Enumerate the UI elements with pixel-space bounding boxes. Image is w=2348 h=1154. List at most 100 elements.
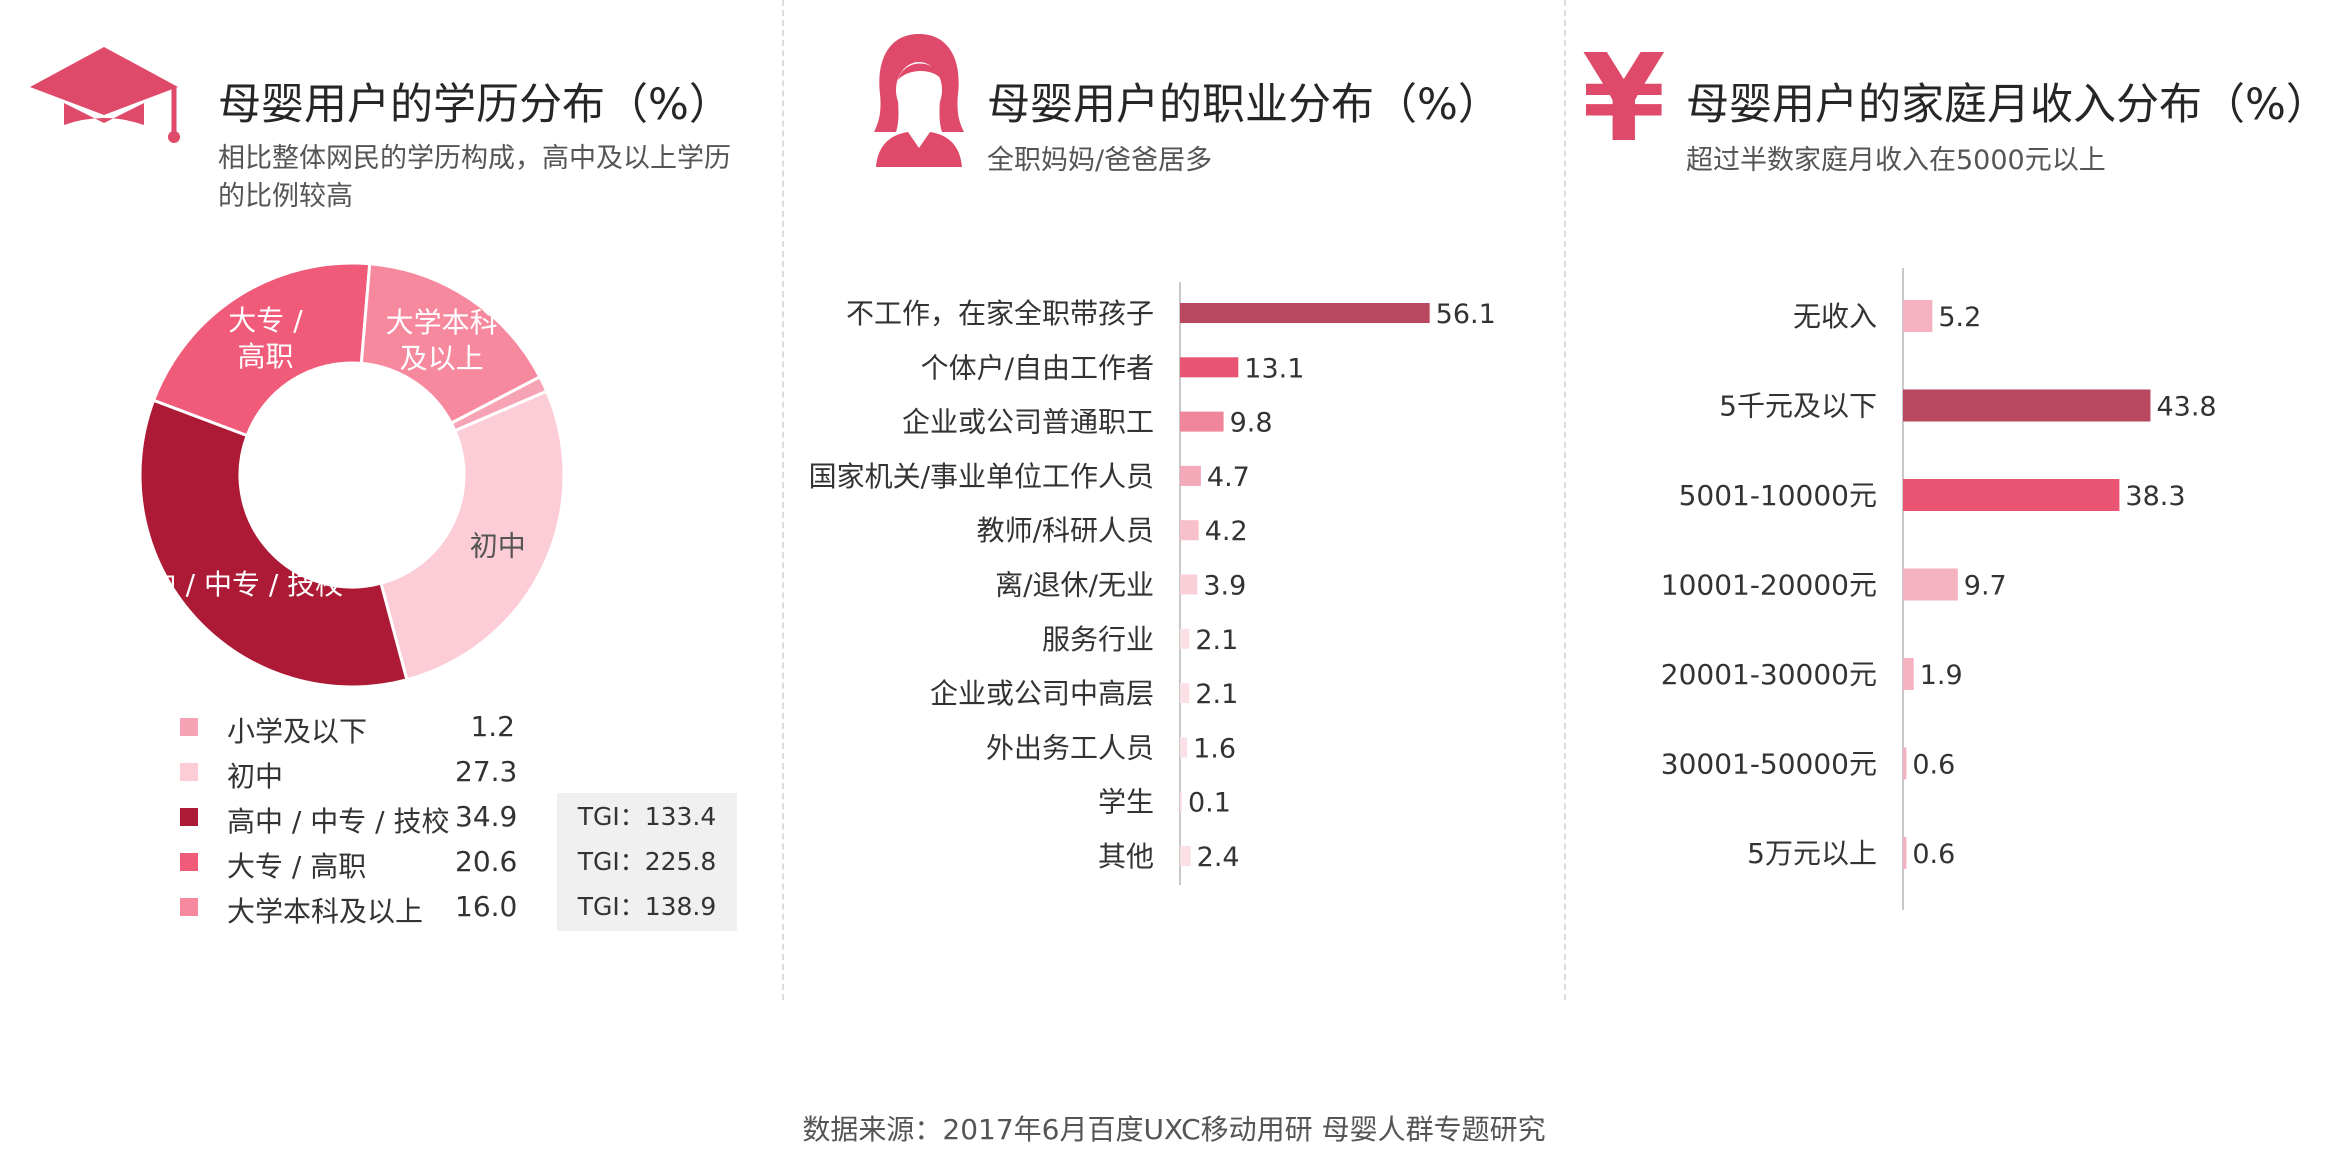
bar-value-label: 5.2 bbox=[1938, 302, 1981, 333]
occupation-title: 母婴用户的职业分布（%） bbox=[987, 80, 1501, 130]
income-subtitle: 超过半数家庭月收入在5000元以上 bbox=[1686, 145, 2106, 176]
donut-slice-label: 大学本科 bbox=[386, 306, 498, 339]
woman-avatar-icon bbox=[874, 34, 964, 167]
tgi-badge: TGI：138.9 bbox=[557, 883, 737, 931]
bar-category-label: 外出务工人员 bbox=[986, 731, 1154, 764]
bar bbox=[1180, 737, 1188, 758]
bar-category-label: 企业或公司普通职工 bbox=[902, 406, 1154, 439]
bar bbox=[1180, 411, 1224, 432]
bar bbox=[1903, 479, 2120, 511]
income-bar-chart: 无收入 5.2 5千元及以下 43.8 5001-10000元 38.3 10001-200… bbox=[1661, 268, 2217, 910]
bar-value-label: 9.7 bbox=[1964, 571, 2007, 602]
legend-label: 小学及以下 bbox=[227, 715, 368, 748]
bar-category-label: 离/退休/无业 bbox=[995, 569, 1154, 602]
bar-value-label: 2.4 bbox=[1197, 842, 1240, 873]
bar-value-label: 4.7 bbox=[1207, 462, 1250, 493]
income-panel: ¥ 母婴用户的家庭月收入分布（%） 超过半数家庭月收入在5000元以上 无收入 5… bbox=[1564, 0, 2348, 1000]
bar-category-label: 10001-20000元 bbox=[1661, 569, 1877, 602]
legend-label: 大学本科及以上 bbox=[227, 895, 424, 928]
yen-icon: ¥ bbox=[1582, 30, 1666, 169]
legend-label: 大专 / 高职 bbox=[227, 850, 367, 883]
legend-label: 初中 bbox=[227, 760, 284, 793]
bar-value-label: 4.2 bbox=[1205, 516, 1248, 547]
bar-category-label: 其他 bbox=[1098, 840, 1154, 873]
donut-slice-label: 大专 / bbox=[228, 304, 303, 337]
legend-value: 27.3 bbox=[455, 755, 518, 788]
education-subtitle: 相比整体网民的学历构成，高中及以上学历 的比例较高 bbox=[218, 140, 758, 216]
bar bbox=[1180, 520, 1199, 541]
bar-category-label: 学生 bbox=[1098, 786, 1154, 819]
bar-category-label: 5万元以上 bbox=[1747, 837, 1877, 870]
bar-category-label: 无收入 bbox=[1793, 300, 1877, 333]
legend-swatch bbox=[180, 763, 198, 781]
bar-value-label: 3.9 bbox=[1203, 571, 1246, 602]
bar bbox=[1903, 837, 1907, 869]
donut-slice bbox=[151, 261, 372, 438]
bar-value-label: 1.9 bbox=[1920, 660, 1963, 691]
education-title: 母婴用户的学历分布（%） bbox=[218, 80, 732, 130]
panel-divider-right bbox=[1564, 0, 1566, 1000]
occupation-subtitle: 全职妈妈/爸爸居多 bbox=[987, 145, 1213, 176]
legend-item: 高中 / 中专 / 技校 34.9 TGI：133.4 bbox=[180, 793, 760, 845]
bar bbox=[1180, 628, 1190, 649]
bar-category-label: 5001-10000元 bbox=[1679, 479, 1877, 512]
legend-value: 1.2 bbox=[470, 710, 515, 743]
bar bbox=[1180, 357, 1239, 378]
bar bbox=[1180, 791, 1182, 812]
bar bbox=[1180, 465, 1201, 486]
bar-value-label: 56.1 bbox=[1436, 299, 1496, 330]
bar-value-label: 0.6 bbox=[1912, 839, 1955, 870]
donut-slice-label: 及以上 bbox=[400, 342, 484, 375]
bar bbox=[1903, 658, 1914, 690]
legend-item: 大专 / 高职 20.6 TGI：225.8 bbox=[180, 838, 760, 890]
donut-slice-label: 初中 bbox=[470, 530, 526, 563]
bar bbox=[1903, 389, 2151, 422]
bar-category-label: 5千元及以下 bbox=[1719, 390, 1877, 423]
tgi-badge: TGI：225.8 bbox=[557, 838, 737, 886]
bar-value-label: 0.6 bbox=[1912, 750, 1955, 781]
legend-item: 初中 27.3 bbox=[180, 755, 760, 800]
legend-value: 34.9 bbox=[455, 800, 518, 833]
income-title: 母婴用户的家庭月收入分布（%） bbox=[1686, 80, 2329, 130]
bar bbox=[1903, 568, 1958, 601]
bar-value-label: 2.1 bbox=[1195, 625, 1238, 656]
legend-swatch bbox=[180, 853, 198, 871]
donut-slice-label: 高中 / 中专 / 技校 bbox=[121, 568, 343, 601]
bar-value-label: 43.8 bbox=[2156, 392, 2216, 423]
bar-value-label: 9.8 bbox=[1230, 408, 1273, 439]
legend-item: 小学及以下 1.2 bbox=[180, 710, 760, 755]
bar-category-label: 国家机关/事业单位工作人员 bbox=[809, 460, 1154, 493]
legend-swatch bbox=[180, 808, 198, 826]
occupation-panel: 母婴用户的职业分布（%） 全职妈妈/爸爸居多 不工作，在家全职带孩子 56.1 个体… bbox=[782, 0, 1562, 1000]
bar bbox=[1903, 300, 1933, 332]
bar-category-label: 20001-30000元 bbox=[1661, 658, 1877, 691]
bar bbox=[1180, 846, 1191, 866]
bar-value-label: 1.6 bbox=[1193, 733, 1236, 764]
tgi-badge: TGI：133.4 bbox=[557, 793, 737, 841]
data-source-note: 数据来源：2017年6月百度UXC移动用研 母婴人群专题研究 bbox=[802, 1113, 1546, 1146]
bar-value-label: 0.1 bbox=[1188, 788, 1231, 819]
bar-category-label: 个体户/自由工作者 bbox=[921, 351, 1154, 384]
legend-label: 高中 / 中专 / 技校 bbox=[227, 805, 450, 838]
education-panel: 母婴用户的学历分布（%） 相比整体网民的学历构成，高中及以上学历 的比例较高 初… bbox=[0, 0, 780, 1000]
donut-slice bbox=[359, 262, 542, 426]
bar-category-label: 企业或公司中高层 bbox=[930, 677, 1154, 710]
bar-value-label: 2.1 bbox=[1195, 679, 1238, 710]
legend-swatch bbox=[180, 718, 198, 736]
bar-value-label: 13.1 bbox=[1244, 353, 1304, 384]
education-subtitle-line2: 的比例较高 bbox=[218, 181, 353, 212]
bar-category-label: 教师/科研人员 bbox=[977, 514, 1154, 547]
legend-swatch bbox=[180, 898, 198, 916]
bar-category-label: 不工作，在家全职带孩子 bbox=[846, 297, 1154, 330]
bar-category-label: 30001-50000元 bbox=[1661, 748, 1877, 781]
bar bbox=[1180, 683, 1190, 704]
bar bbox=[1180, 574, 1198, 595]
education-subtitle-line1: 相比整体网民的学历构成，高中及以上学历 bbox=[218, 143, 731, 174]
donut-slice-label: 高职 bbox=[237, 340, 293, 373]
bar bbox=[1180, 303, 1430, 323]
donut-slice bbox=[138, 398, 409, 689]
legend-item: 大学本科及以上 16.0 TGI：138.9 bbox=[180, 883, 760, 935]
legend-value: 16.0 bbox=[455, 890, 518, 923]
bar bbox=[1903, 747, 1907, 780]
